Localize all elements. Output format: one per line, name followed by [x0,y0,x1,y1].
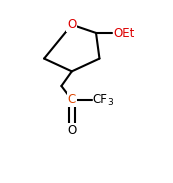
Text: C: C [68,93,76,106]
Text: O: O [67,18,76,31]
Text: 3: 3 [107,98,113,107]
Text: OEt: OEt [113,27,135,40]
Text: CF: CF [93,93,107,106]
Text: O: O [67,124,76,137]
